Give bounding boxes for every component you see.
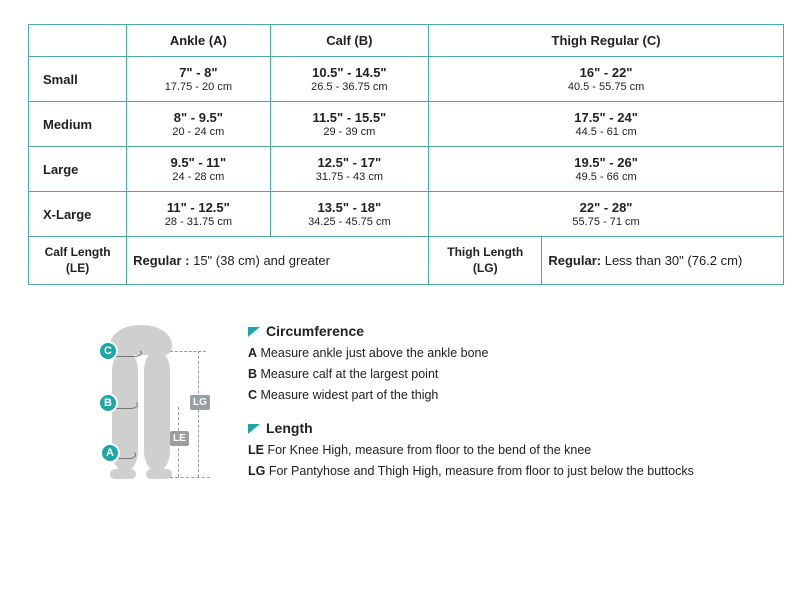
thigh-cell: 16" - 22"40.5 - 55.75 cm	[429, 57, 784, 102]
marker-le: LE	[170, 431, 189, 446]
calf-cell: 13.5" - 18"34.25 - 45.75 cm	[270, 192, 429, 237]
thigh-cell: 19.5" - 26"49.5 - 66 cm	[429, 147, 784, 192]
thigh-length-label: Thigh Length (LG)	[429, 237, 542, 285]
calf-length-label: Calf Length (LE)	[29, 237, 127, 285]
calf-length-value: Regular : 15" (38 cm) and greater	[127, 237, 429, 285]
size-chart-table: Ankle (A) Calf (B) Thigh Regular (C) Sma…	[28, 24, 784, 285]
header-ankle: Ankle (A)	[127, 25, 270, 57]
thigh-cell: 17.5" - 24"44.5 - 61 cm	[429, 102, 784, 147]
circ-b: B Measure calf at the largest point	[248, 365, 784, 384]
table-row: Small 7" - 8"17.75 - 20 cm 10.5" - 14.5"…	[29, 57, 784, 102]
circ-c: C Measure widest part of the thigh	[248, 386, 784, 405]
legend-text: Circumference A Measure ankle just above…	[248, 321, 784, 495]
size-label: Large	[29, 147, 127, 192]
circumference-title: Circumference	[248, 321, 784, 342]
header-blank	[29, 25, 127, 57]
thigh-length-value: Regular: Less than 30" (76.2 cm)	[542, 237, 784, 285]
calf-cell: 12.5" - 17"31.75 - 43 cm	[270, 147, 429, 192]
size-label: Small	[29, 57, 127, 102]
size-label: Medium	[29, 102, 127, 147]
legend: C B A LE LG Circumference A Measure ankl…	[28, 321, 784, 495]
marker-lg: LG	[190, 395, 210, 410]
table-row: Medium 8" - 9.5"20 - 24 cm 11.5" - 15.5"…	[29, 102, 784, 147]
thigh-cell: 22" - 28"55.75 - 71 cm	[429, 192, 784, 237]
length-row: Calf Length (LE) Regular : 15" (38 cm) a…	[29, 237, 784, 285]
ankle-cell: 8" - 9.5"20 - 24 cm	[127, 102, 270, 147]
len-le: LE For Knee High, measure from floor to …	[248, 441, 784, 460]
calf-cell: 10.5" - 14.5"26.5 - 36.75 cm	[270, 57, 429, 102]
circ-a: A Measure ankle just above the ankle bon…	[248, 344, 784, 363]
length-title: Length	[248, 418, 784, 439]
table-row: X-Large 11" - 12.5"28 - 31.75 cm 13.5" -…	[29, 192, 784, 237]
header-row: Ankle (A) Calf (B) Thigh Regular (C)	[29, 25, 784, 57]
calf-cell: 11.5" - 15.5"29 - 39 cm	[270, 102, 429, 147]
header-calf: Calf (B)	[270, 25, 429, 57]
ankle-cell: 9.5" - 11"24 - 28 cm	[127, 147, 270, 192]
leg-diagram: C B A LE LG	[78, 321, 248, 491]
size-label: X-Large	[29, 192, 127, 237]
ankle-cell: 11" - 12.5"28 - 31.75 cm	[127, 192, 270, 237]
len-lg: LG For Pantyhose and Thigh High, measure…	[248, 462, 784, 481]
table-row: Large 9.5" - 11"24 - 28 cm 12.5" - 17"31…	[29, 147, 784, 192]
header-thigh: Thigh Regular (C)	[429, 25, 784, 57]
ankle-cell: 7" - 8"17.75 - 20 cm	[127, 57, 270, 102]
